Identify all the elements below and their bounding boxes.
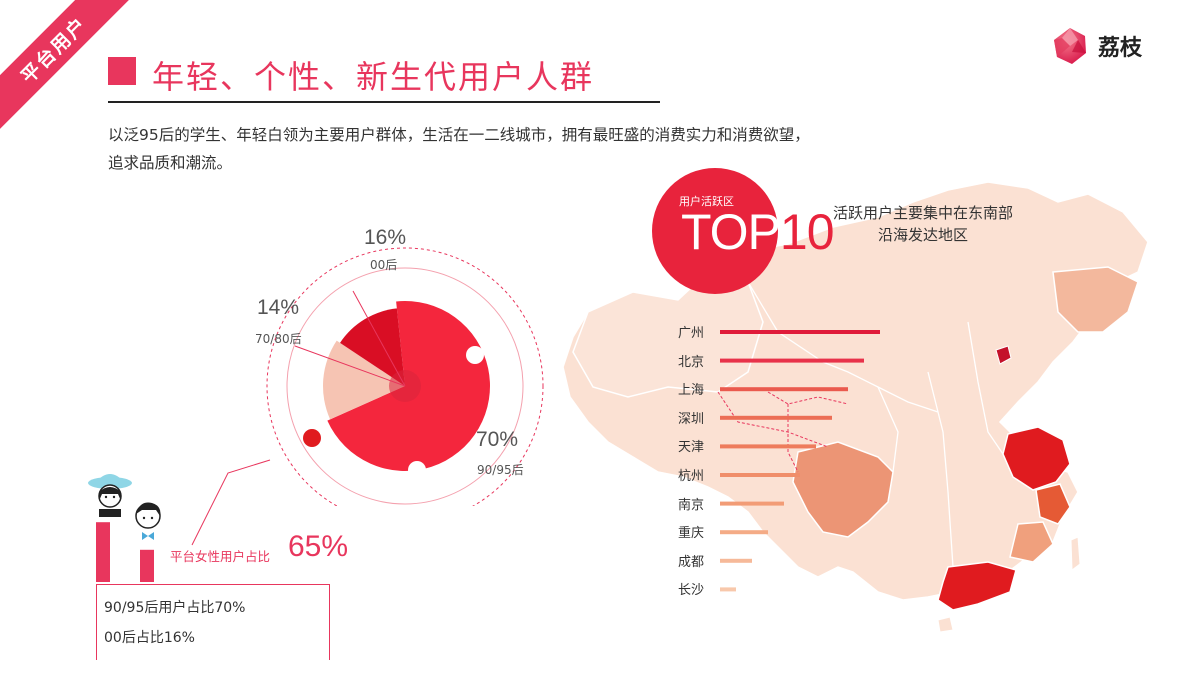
pie-label-00-name: 00后 <box>370 258 398 272</box>
gender-connector <box>191 459 271 546</box>
city-bar-上海 <box>720 387 848 392</box>
subtitle-line-2: 追求品质和潮流。 <box>108 154 233 172</box>
map-hainan <box>937 616 954 633</box>
city-label-广州: 广州 <box>678 326 705 341</box>
city-bar-南京 <box>720 501 784 506</box>
city-bar-group <box>720 330 880 592</box>
lychee-logo-icon <box>1053 28 1086 64</box>
male-bar <box>140 549 154 582</box>
page-title: 年轻、个性、新生代用户人群 <box>152 58 595 96</box>
pie-label-7080-value: 14% <box>257 296 300 319</box>
city-bar-深圳 <box>720 415 832 420</box>
title-marker <box>108 57 136 85</box>
region-note-line-2: 沿海发达地区 <box>877 226 968 244</box>
pie-label-7080-name: 70/80后 <box>255 332 302 346</box>
map-fujian <box>1009 521 1054 563</box>
pie-leader-7080 <box>294 345 406 387</box>
map-sichuan <box>792 441 894 538</box>
top10-badge <box>652 168 778 294</box>
female-figure-icon <box>88 474 132 517</box>
city-label-北京: 北京 <box>678 354 705 370</box>
pie-label-9095-name: 90/95后 <box>477 463 524 477</box>
pie-leader-00 <box>352 290 406 387</box>
map-guangdong <box>937 561 1017 611</box>
summary-box <box>96 584 330 660</box>
pie-red-dot <box>303 429 321 447</box>
city-bar-杭州 <box>720 473 800 477</box>
region-note-line-1: 活跃用户主要集中在东南部 <box>832 204 1013 222</box>
brand-logo: 荔枝 <box>1050 26 1142 66</box>
region-note: 活跃用户主要集中在东南部 沿海发达地区 <box>808 202 1038 246</box>
generation-pie-svg <box>266 247 544 525</box>
city-label-成都: 成都 <box>678 554 705 570</box>
pie-white-dot-2 <box>408 461 426 479</box>
pie-label-9095-value: 70% <box>476 428 519 451</box>
city-bar-广州 <box>720 330 880 334</box>
map-northeast <box>1052 266 1139 333</box>
city-label-重庆: 重庆 <box>678 526 705 542</box>
top10-title: TOP10 <box>681 202 835 262</box>
pie-slice-00后 <box>323 340 405 420</box>
top10-title-10: 10 <box>779 204 835 260</box>
city-label-长沙: 长沙 <box>678 583 705 599</box>
city-bar-天津 <box>720 444 816 449</box>
generation-pie <box>255 236 555 525</box>
pie-white-dot-1 <box>466 346 484 364</box>
city-label-南京: 南京 <box>678 497 705 513</box>
city-label-上海: 上海 <box>678 383 705 399</box>
city-bar-重庆 <box>720 530 768 535</box>
city-bar-北京 <box>720 358 864 363</box>
summary-line-2: 00后占比16% <box>104 630 195 646</box>
city-label-杭州: 杭州 <box>678 469 705 484</box>
summary-line-1: 90/95后用户占比70% <box>104 600 246 616</box>
subtitle: 以泛95后的学生、年轻白领为主要用户群体，生活在一二线城市，拥有最旺盛的消费实力… <box>108 121 1038 177</box>
pie-label-00-value: 16% <box>364 226 407 249</box>
gender-figures <box>88 474 161 582</box>
city-label-深圳: 深圳 <box>678 411 705 427</box>
female-ratio-label: 平台女性用户占比 <box>170 549 271 564</box>
female-bar <box>96 522 110 582</box>
map-jiangsu <box>1002 426 1071 491</box>
female-ratio-value: 65% <box>288 530 349 563</box>
city-bar-成都 <box>720 558 752 563</box>
map-west <box>572 271 764 398</box>
inner-ring <box>286 267 524 505</box>
map-taiwan <box>1070 536 1081 571</box>
corner-tag: 平台用户 <box>16 12 92 88</box>
top10-title-top: TOP <box>681 204 781 260</box>
pie-slice-70/80后 <box>340 308 405 386</box>
city-label-天津: 天津 <box>678 440 705 456</box>
top10-caption: 用户活跃区 <box>679 195 734 208</box>
logo-text: 荔枝 <box>1097 36 1142 61</box>
map-zhejiang <box>1035 483 1071 525</box>
male-figure-icon <box>135 502 161 540</box>
city-bar-长沙 <box>720 587 736 592</box>
map-beijing <box>995 345 1012 365</box>
subtitle-line-1: 以泛95后的学生、年轻白领为主要用户群体，生活在一二线城市，拥有最旺盛的消费实力… <box>108 126 810 144</box>
title-underline <box>108 101 660 103</box>
